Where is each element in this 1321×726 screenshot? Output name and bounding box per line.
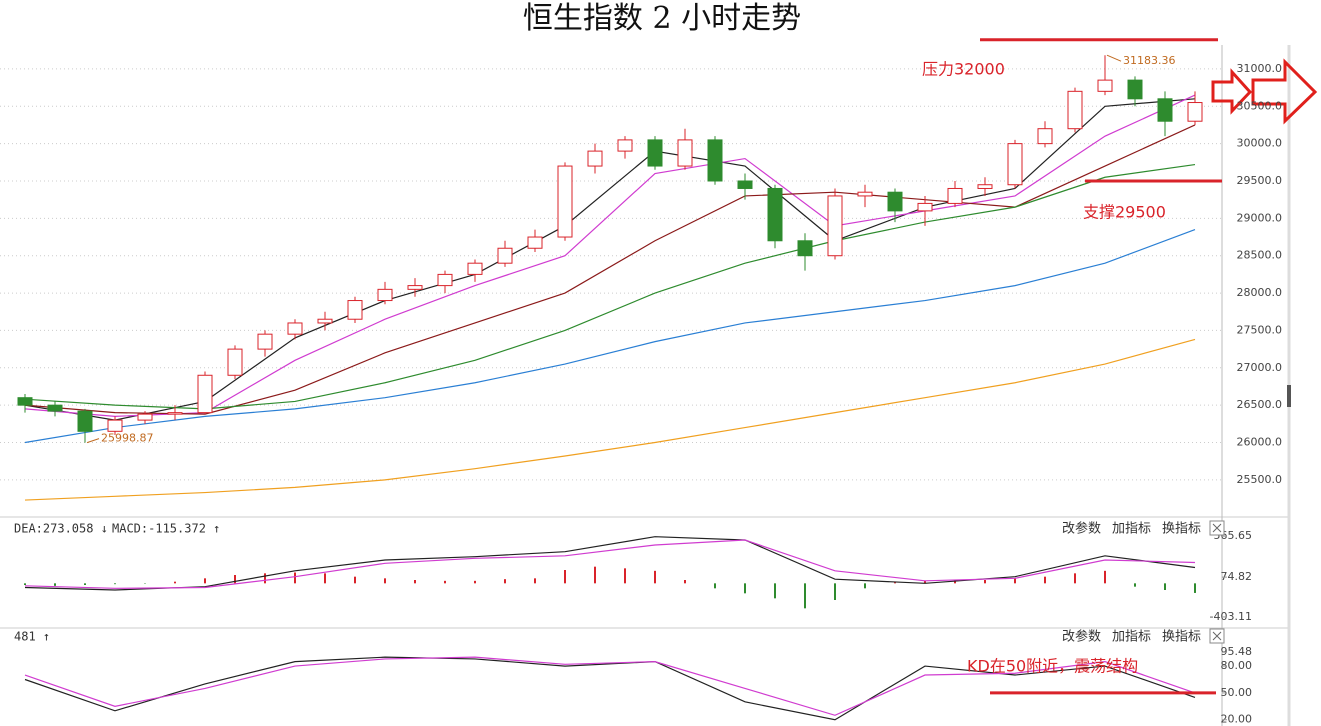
- y-tick-label: 74.82: [1221, 570, 1253, 583]
- toolbar-button[interactable]: 改参数: [1062, 521, 1101, 537]
- candle-body: [587, 150, 603, 167]
- candle-body: [677, 139, 693, 167]
- line-series: [24, 536, 1196, 591]
- candle-body: [857, 191, 873, 197]
- candle-body: [737, 180, 753, 189]
- toolbar-button[interactable]: 换指标: [1162, 630, 1201, 645]
- y-tick-label: 26500.0: [1237, 398, 1283, 411]
- candle-body: [47, 404, 63, 412]
- y-tick-label: 28000.0: [1237, 286, 1283, 299]
- close-icon: [1212, 631, 1222, 641]
- candle-body: [1007, 143, 1023, 186]
- candle-body: [707, 139, 723, 182]
- y-tick-label: -403.11: [1210, 610, 1252, 623]
- candle-body: [137, 413, 153, 421]
- indicator-header: DEA:273.058 ↓: [14, 522, 108, 536]
- low-label: 25998.87: [101, 432, 154, 445]
- toolbar-button[interactable]: 加指标: [1112, 522, 1151, 537]
- line-series: [24, 94, 1196, 417]
- y-tick-label: 95.48: [1221, 645, 1253, 658]
- candle-body: [1037, 128, 1053, 145]
- toolbar-button[interactable]: 改参数: [1062, 629, 1101, 645]
- annotation: 支撑29500: [1083, 203, 1166, 222]
- line-series: [24, 539, 1196, 589]
- indicator-header: 481 ↑: [14, 630, 50, 644]
- candle-body: [1187, 102, 1203, 122]
- candle-body: [827, 195, 843, 257]
- candle-body: [1157, 98, 1173, 122]
- y-tick-label: 50.00: [1221, 686, 1253, 699]
- extreme-pointer: [86, 438, 100, 444]
- candle-body: [407, 285, 423, 290]
- candle-body: [17, 397, 33, 406]
- candle-body: [977, 184, 993, 189]
- candle-body: [1127, 79, 1143, 100]
- candle-body: [347, 300, 363, 320]
- line-series: [24, 338, 1196, 501]
- line-series: [24, 124, 1196, 415]
- candle-body: [497, 247, 513, 264]
- y-tick-label: 30000.0: [1237, 137, 1283, 150]
- candle-body: [167, 412, 183, 415]
- candle-body: [887, 191, 903, 212]
- y-tick-label: 27500.0: [1237, 323, 1283, 336]
- line-series: [24, 229, 1196, 444]
- candle-body: [287, 322, 303, 335]
- candle-body: [467, 262, 483, 275]
- candle-body: [317, 318, 333, 324]
- y-tick-label: 80.00: [1221, 659, 1253, 672]
- y-tick-label: 31000.0: [1237, 62, 1283, 75]
- line-series: [24, 163, 1196, 410]
- toolbar-button[interactable]: 换指标: [1162, 522, 1201, 537]
- y-tick-label: 26000.0: [1237, 436, 1283, 449]
- candle-body: [1097, 79, 1113, 92]
- line-series: [24, 98, 1196, 421]
- scroll-thumb[interactable]: [1287, 385, 1291, 407]
- toolbar-button[interactable]: 加指标: [1112, 630, 1151, 645]
- candle-body: [107, 419, 123, 432]
- y-tick-label: 29000.0: [1237, 211, 1283, 224]
- extreme-pointer: [1106, 54, 1122, 62]
- candle-body: [377, 288, 393, 302]
- high-label: 31183.36: [1123, 54, 1176, 67]
- candle-body: [557, 165, 573, 238]
- candle-body: [1067, 90, 1083, 130]
- y-tick-label: 29500.0: [1237, 174, 1283, 187]
- candle-body: [227, 348, 243, 376]
- candle-body: [917, 202, 933, 212]
- y-tick-label: 20.00: [1221, 713, 1253, 726]
- y-tick-label: 28500.0: [1237, 249, 1283, 262]
- indicator-header: MACD:-115.372 ↑: [112, 522, 220, 536]
- arrow-icon: [1211, 68, 1253, 115]
- candle-body: [197, 374, 213, 414]
- candle-body: [77, 410, 93, 432]
- annotation: KD在50附近，震荡结构: [967, 657, 1138, 676]
- y-tick-label: 27000.0: [1237, 361, 1283, 374]
- line-series: [24, 656, 1196, 716]
- arrow-icon: [1251, 58, 1318, 125]
- close-icon: [1212, 523, 1222, 533]
- candle-body: [647, 139, 663, 167]
- annotation: 压力32000: [922, 60, 1005, 79]
- chart-title: 恒生指数 2 小时走势: [523, 1, 801, 36]
- candle-body: [437, 273, 453, 287]
- candle-body: [947, 187, 963, 204]
- y-tick-label: 30500.0: [1237, 99, 1283, 112]
- y-tick-label: 25500.0: [1237, 473, 1283, 486]
- candle-body: [257, 333, 273, 350]
- candle-body: [797, 240, 813, 257]
- candle-body: [617, 139, 633, 152]
- candle-body: [527, 236, 543, 249]
- candle-body: [767, 187, 783, 242]
